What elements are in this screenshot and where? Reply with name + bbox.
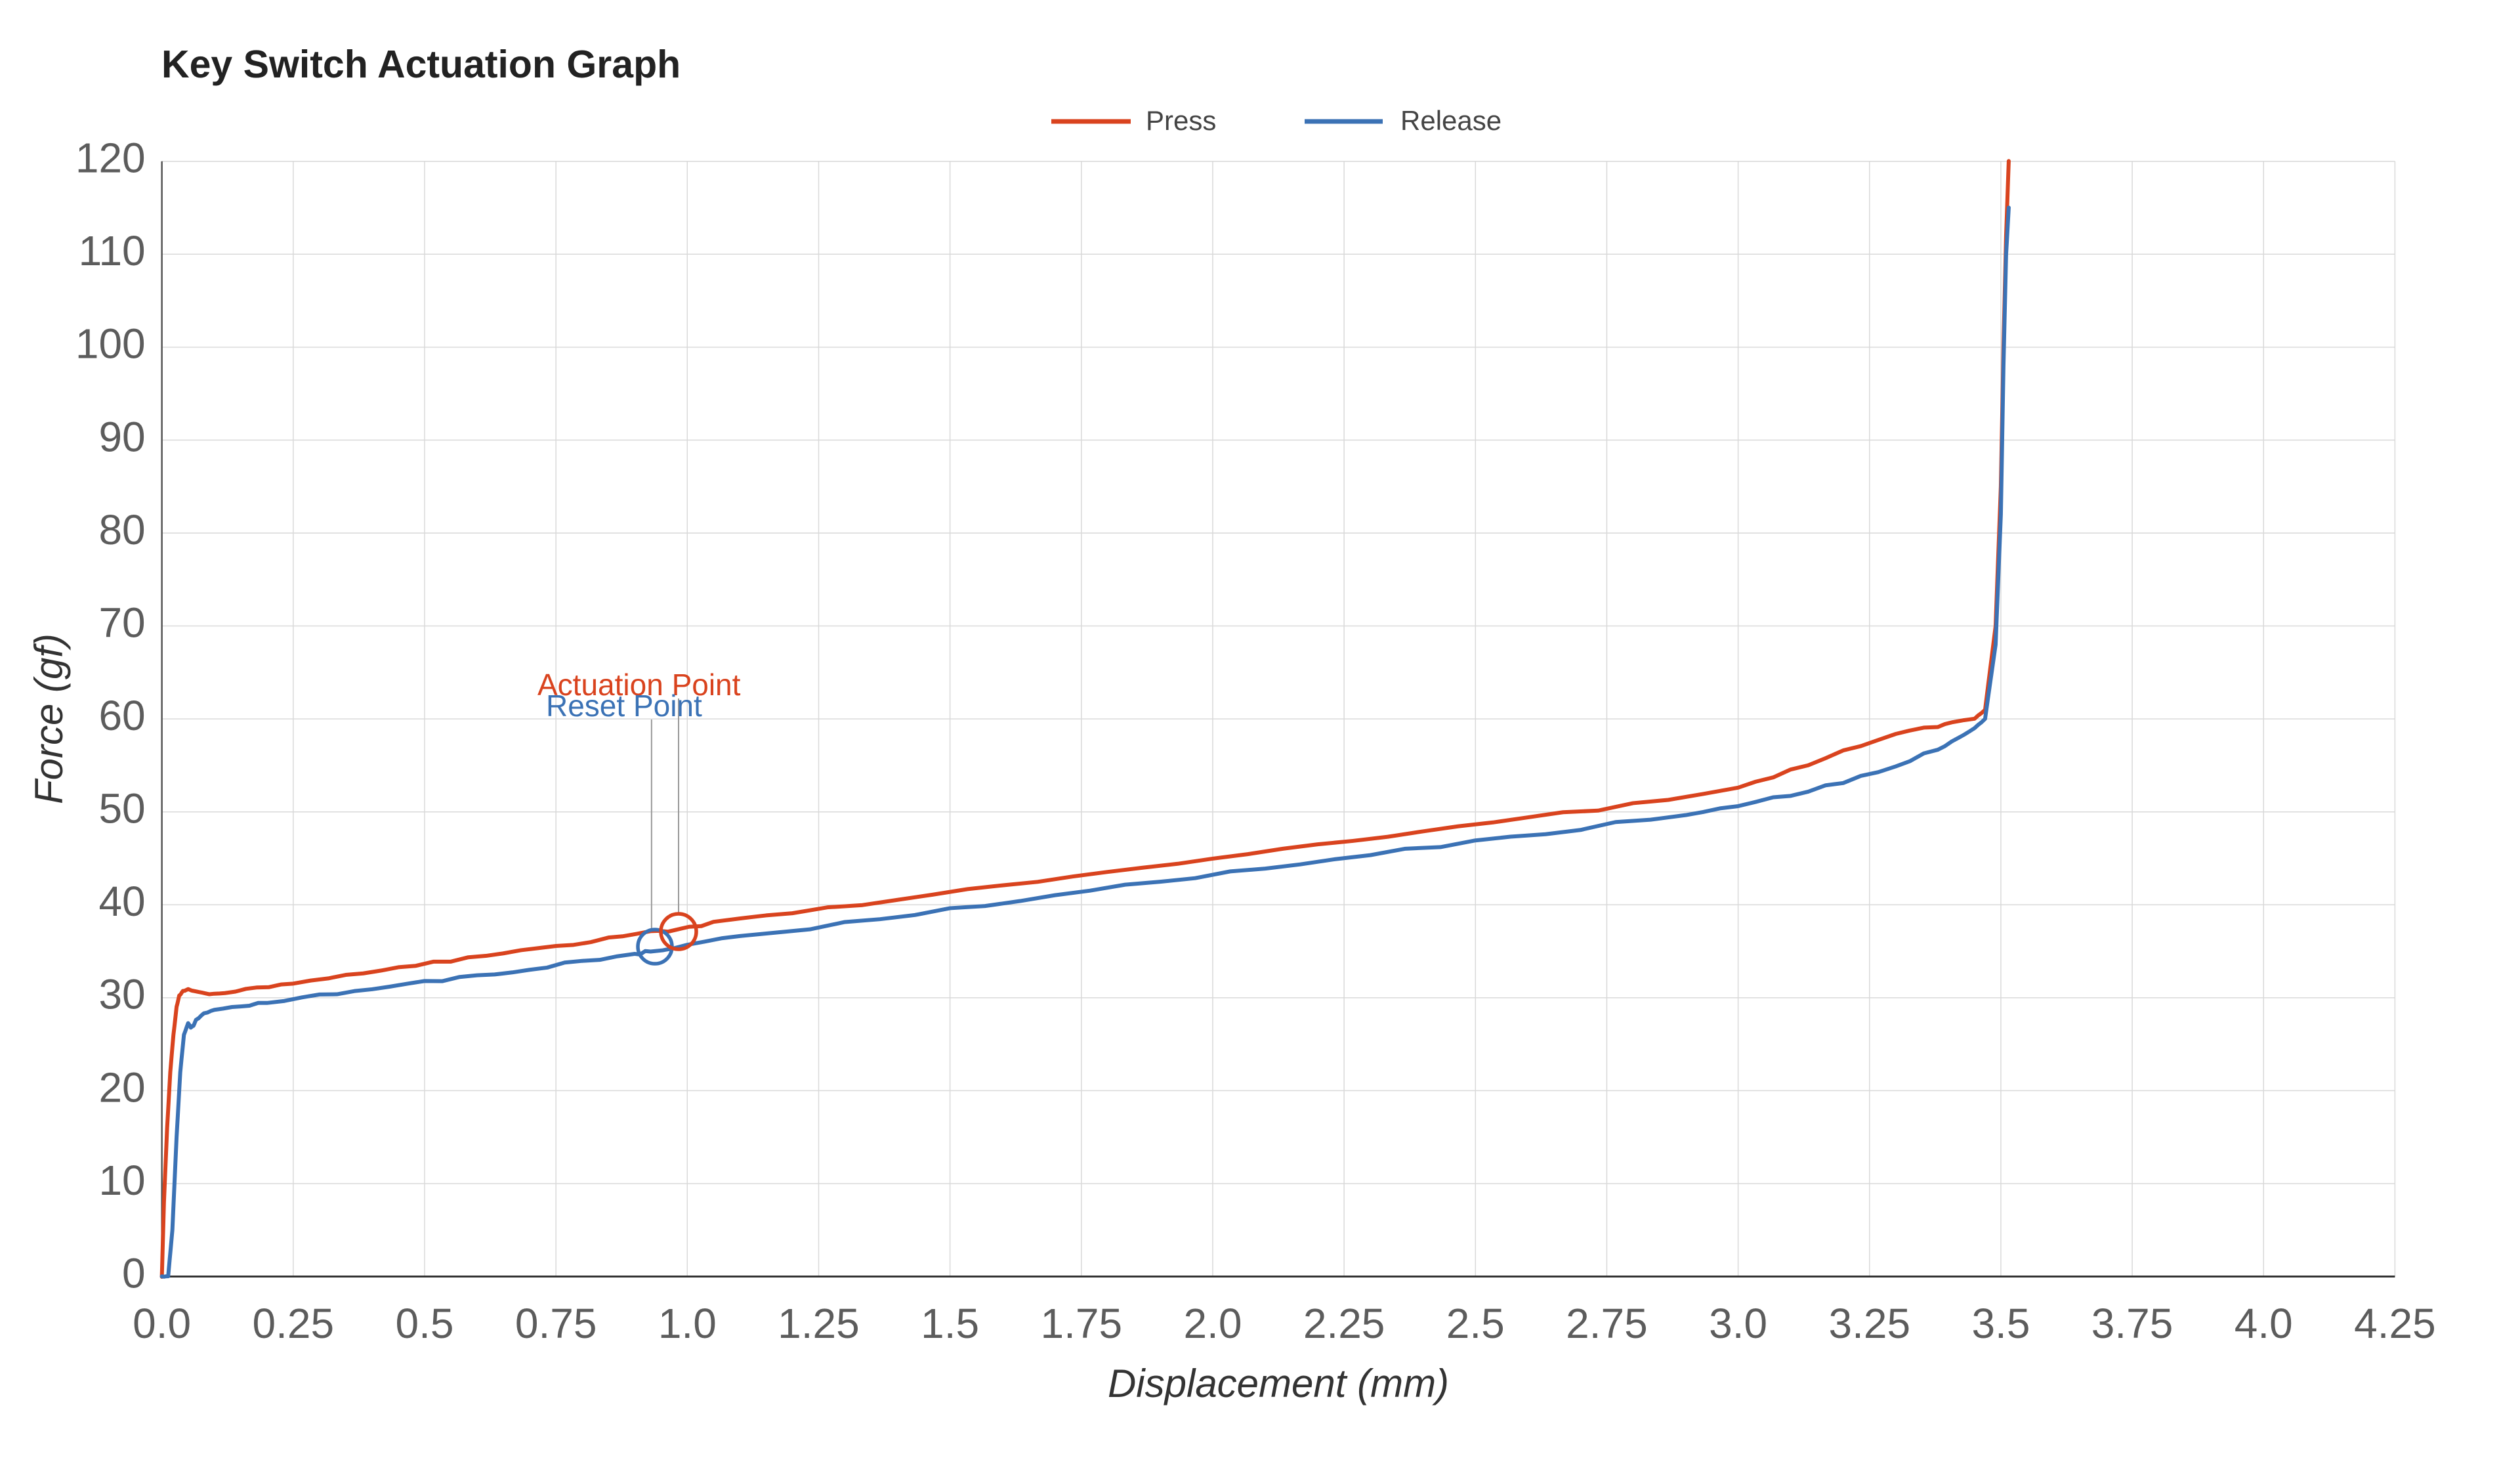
svg-text:30: 30 [98,971,145,1018]
svg-text:100: 100 [75,320,146,368]
svg-text:Press: Press [1146,105,1216,136]
svg-text:3.5: 3.5 [1971,1300,2030,1347]
svg-text:110: 110 [79,227,146,274]
svg-text:4.0: 4.0 [2235,1300,2293,1347]
svg-text:Release: Release [1400,105,1502,136]
svg-text:90: 90 [98,413,145,460]
svg-text:40: 40 [98,878,145,925]
svg-text:0.25: 0.25 [253,1300,335,1347]
svg-text:3.0: 3.0 [1709,1300,1767,1347]
svg-text:Displacement (mm): Displacement (mm) [1108,1362,1449,1406]
svg-text:Reset Point: Reset Point [546,689,702,723]
svg-text:2.0: 2.0 [1183,1300,1242,1347]
svg-text:1.0: 1.0 [658,1300,717,1347]
svg-text:0.5: 0.5 [395,1300,453,1347]
svg-text:120: 120 [75,135,146,182]
svg-text:3.25: 3.25 [1828,1300,1910,1347]
svg-text:2.5: 2.5 [1446,1300,1505,1347]
svg-text:1.5: 1.5 [921,1300,979,1347]
svg-text:3.75: 3.75 [2091,1300,2174,1347]
svg-text:70: 70 [98,599,145,646]
svg-text:0.75: 0.75 [515,1300,597,1347]
svg-text:Force (gf): Force (gf) [27,633,71,804]
svg-text:2.25: 2.25 [1303,1300,1385,1347]
svg-text:10: 10 [98,1157,145,1204]
svg-text:0: 0 [122,1249,146,1297]
svg-text:80: 80 [98,506,145,553]
svg-text:60: 60 [98,692,145,739]
svg-text:50: 50 [98,785,145,832]
svg-text:1.75: 1.75 [1041,1300,1123,1347]
svg-text:0.0: 0.0 [133,1300,191,1347]
svg-text:2.75: 2.75 [1566,1300,1648,1347]
svg-text:1.25: 1.25 [778,1300,860,1347]
svg-text:Key Switch Actuation Graph: Key Switch Actuation Graph [161,43,681,86]
svg-text:4.25: 4.25 [2354,1300,2436,1347]
svg-text:20: 20 [98,1063,145,1111]
